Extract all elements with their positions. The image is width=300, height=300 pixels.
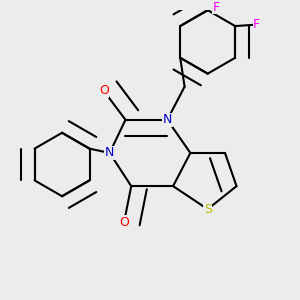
Text: F: F [213, 1, 220, 14]
Text: F: F [253, 18, 260, 31]
Text: N: N [105, 146, 114, 160]
Text: O: O [99, 85, 109, 98]
Text: O: O [119, 216, 129, 229]
Text: N: N [163, 113, 172, 126]
Text: S: S [204, 203, 212, 216]
